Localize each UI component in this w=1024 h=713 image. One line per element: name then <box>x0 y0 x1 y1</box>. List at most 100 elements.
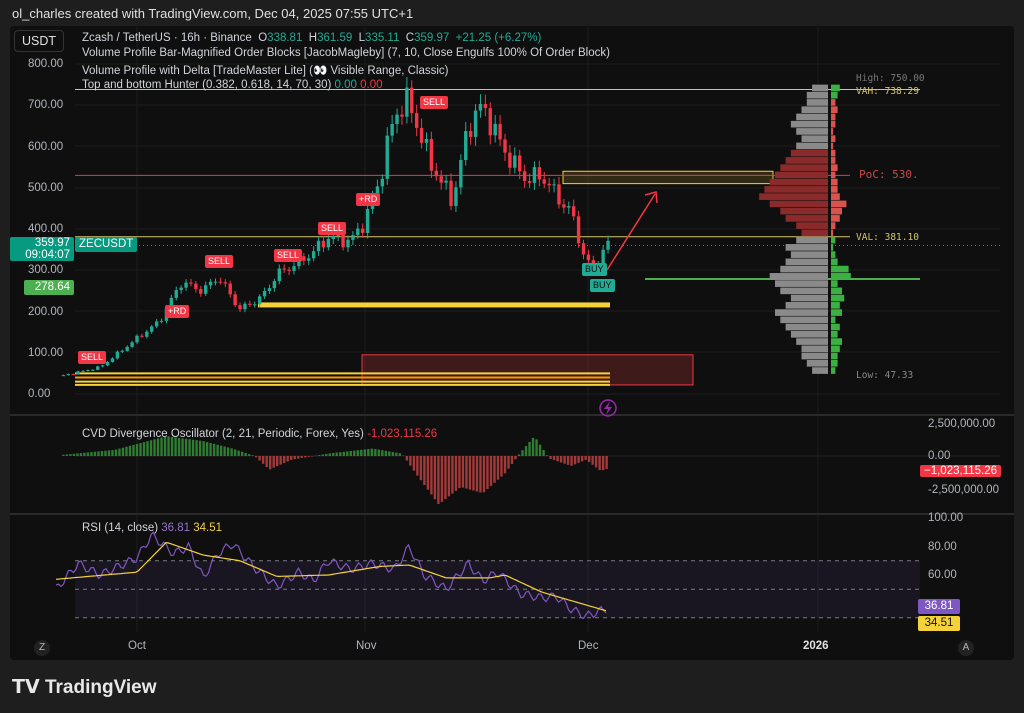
profile-delta-bar <box>831 367 836 374</box>
profile-high-label: High: 750.00 <box>856 73 925 84</box>
candle-body <box>547 183 551 186</box>
rsi-legend[interactable]: RSI (14, close) 36.81 34.51 <box>82 522 222 534</box>
cvd-bar <box>237 450 240 456</box>
indicator-order-blocks[interactable]: Volume Profile Bar-Magnified Order Block… <box>82 47 610 59</box>
candle-body <box>302 256 306 261</box>
tradingview-logo[interactable]: 𝗧𝗩 TradingView <box>12 676 157 699</box>
currency-button[interactable]: USDT <box>14 30 65 52</box>
candle-body <box>567 206 571 208</box>
rsi-axis-100: 100.00 <box>928 512 964 524</box>
candle-body <box>326 238 331 248</box>
candle-body <box>552 184 556 186</box>
price-axis-label: 0.00 <box>28 388 51 400</box>
cvd-bar <box>184 438 188 456</box>
cvd-bar <box>170 436 174 456</box>
candle-body <box>557 184 561 205</box>
candle-body <box>537 167 542 180</box>
cvd-bar <box>212 443 216 456</box>
rsi-name: RSI (14, close) <box>82 522 159 534</box>
close-value: 359.97 <box>414 32 450 44</box>
cvd-bar <box>360 449 363 456</box>
time-label-2026: 2026 <box>803 640 829 652</box>
cvd-bar <box>247 454 251 456</box>
candle-body <box>356 228 360 235</box>
candle-body <box>419 127 424 143</box>
cvd-bar <box>426 456 430 490</box>
auto-scale-button[interactable]: A <box>958 640 974 656</box>
profile-delta-bar <box>831 294 845 302</box>
profile-delta-bar <box>831 113 836 121</box>
cvd-bar <box>230 448 233 456</box>
candle-body <box>86 370 90 372</box>
cvd-bar <box>83 452 86 456</box>
volume-profile-bar <box>790 294 828 302</box>
zoom-button[interactable]: Z <box>34 640 50 656</box>
cvd-bar <box>142 442 146 456</box>
profile-delta-bar <box>831 135 836 142</box>
cvd-bar <box>349 451 352 456</box>
candle-body <box>96 366 100 370</box>
cvd-bar <box>258 456 261 461</box>
symbol-legend: Zcash / TetherUS · 16h · Binance O338.81… <box>82 32 541 44</box>
indicator-volume-profile[interactable]: Volume Profile with Delta [TradeMaster L… <box>82 65 449 77</box>
volume-profile-bar <box>785 258 828 266</box>
high-label: H <box>308 32 318 44</box>
cvd-bar <box>297 456 300 459</box>
candle-body <box>267 288 272 291</box>
candle-body <box>189 282 193 284</box>
cvd-bar <box>384 450 388 456</box>
candle-body <box>145 331 149 337</box>
candle-body <box>606 240 610 250</box>
cvd-bar <box>328 453 331 456</box>
order-block-zone <box>361 354 694 386</box>
volume-profile-bar <box>801 135 828 142</box>
cvd-bar <box>195 440 198 456</box>
low-value: 335.11 <box>365 32 400 44</box>
candle-body <box>199 288 203 294</box>
cvd-legend[interactable]: CVD Divergence Oscillator (2, 21, Period… <box>82 428 437 440</box>
candle-body <box>424 138 429 143</box>
candle-body <box>282 268 286 270</box>
profile-delta-bar <box>831 106 838 114</box>
volume-profile-bar <box>775 171 828 179</box>
cvd-bar <box>468 456 472 490</box>
cvd-bar <box>62 454 65 456</box>
rsi-value-tag: 36.81 <box>918 599 960 614</box>
sell-signal: SELL <box>274 249 303 262</box>
sell-signal: SELL <box>205 255 234 268</box>
volume-profile-bar <box>785 157 828 164</box>
candle-body <box>562 204 566 208</box>
indicator-value-2: 0.00 <box>360 79 383 91</box>
cvd-bar <box>563 456 566 464</box>
candle-body <box>159 320 164 322</box>
rsi-ma-line <box>55 541 607 612</box>
cvd-bar <box>433 456 437 500</box>
candle-body <box>238 305 242 310</box>
candle-body <box>91 369 95 371</box>
chart-panel[interactable] <box>10 26 1014 660</box>
cvd-bar <box>605 456 608 470</box>
time-label-oct: Oct <box>128 640 146 652</box>
profile-delta-bar <box>831 164 838 171</box>
candle-body <box>601 249 605 264</box>
candle-body <box>208 281 213 286</box>
cvd-bar <box>97 451 100 456</box>
indicator-top-bottom-hunter[interactable]: Top and bottom Hunter (0.382, 0.618, 14,… <box>82 79 383 91</box>
volume-profile-bar <box>769 200 828 208</box>
volume-profile-bar <box>806 359 828 367</box>
price-axis-label: 200.00 <box>28 305 64 318</box>
profile-delta-bar <box>831 186 838 193</box>
rd-signal: +RD <box>165 305 190 318</box>
cvd-bar <box>444 456 447 500</box>
cvd-value: -1,023,115.26 <box>367 428 438 440</box>
rsi-ma-tag: 34.51 <box>918 616 960 631</box>
cvd-bar <box>374 449 377 456</box>
cvd-bar <box>405 456 409 461</box>
candle-body <box>223 282 228 284</box>
price-axis-label: 100.00 <box>28 346 64 359</box>
candle-body <box>179 287 183 291</box>
candle-body <box>218 281 223 283</box>
candle-body <box>586 254 591 261</box>
profile-delta-bar <box>831 265 849 273</box>
